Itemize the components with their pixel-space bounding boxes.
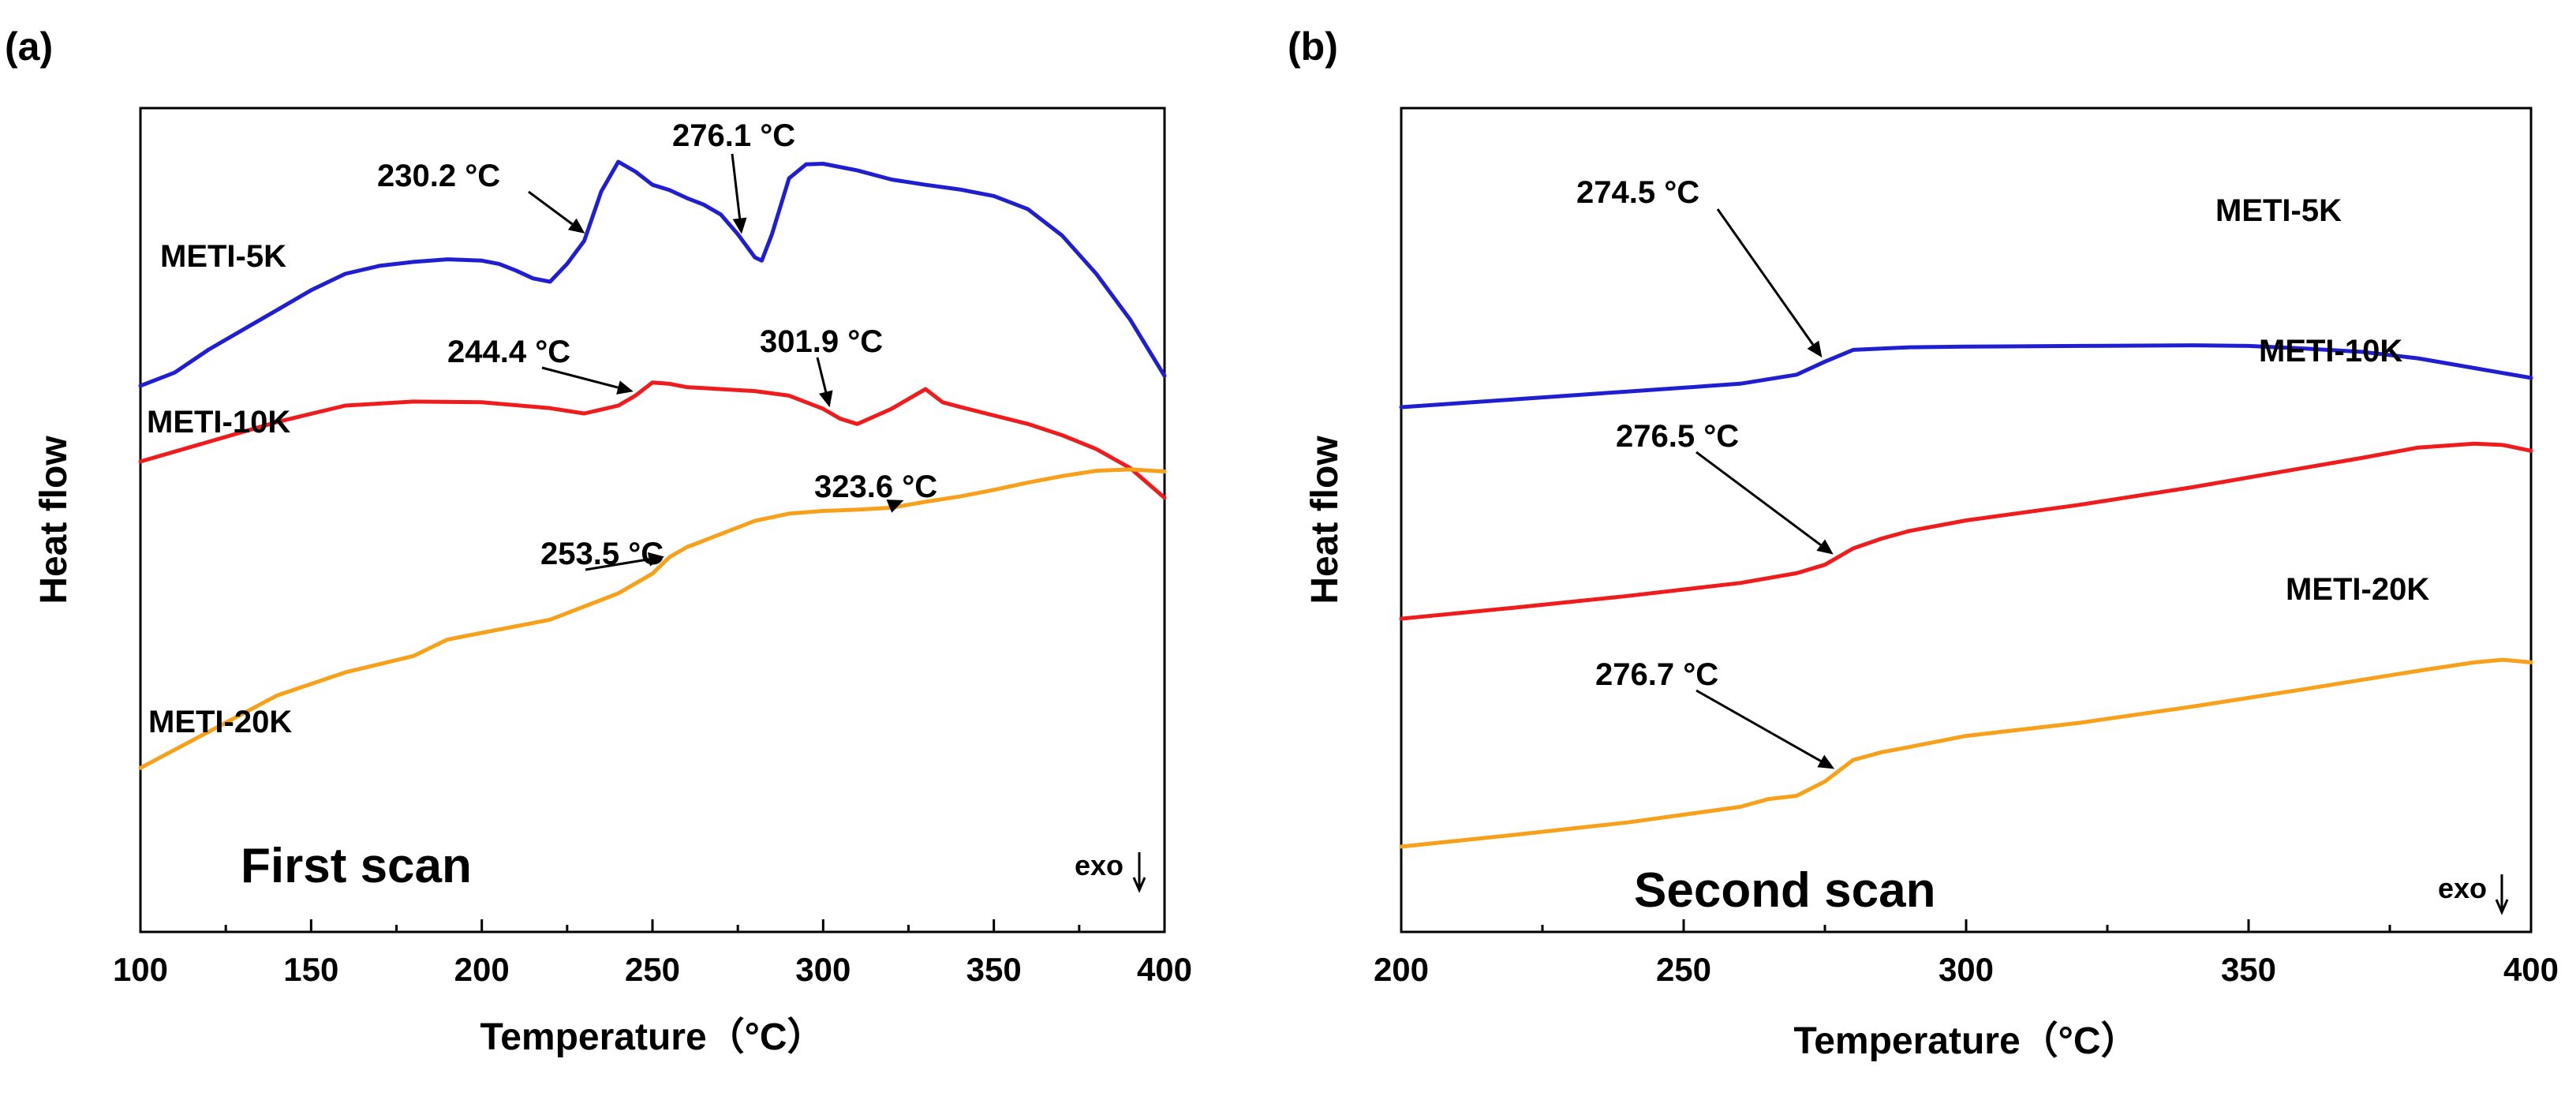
panel-a-exo-label: exo	[1075, 849, 1123, 881]
annotation-arrow	[886, 499, 904, 513]
series-line-meti-20k	[1399, 657, 2533, 849]
annotation-arrow	[528, 190, 585, 234]
panel-b-label: (b)	[1288, 24, 1338, 69]
panel-b-x-ticks: 200 250 300 350 400	[1374, 919, 2559, 988]
annotation-arrow	[541, 366, 634, 395]
panel-a-annotation-301-9: 301.9 °C	[760, 324, 883, 359]
series-line-meti-10k	[1399, 441, 2533, 621]
panel-a-series	[138, 159, 1167, 770]
panel-a: (a) 100 150 200 250 300 350 400 METI-5K METI-1…	[5, 24, 1192, 1058]
panel-b-annotation-arrows	[1696, 208, 1835, 769]
x-tick-label: 200	[1374, 951, 1429, 988]
annotation-arrow	[1696, 451, 1834, 555]
annotation-arrow	[585, 552, 665, 571]
series-line-meti-10k	[138, 380, 1167, 500]
annotation-arrow	[1696, 689, 1835, 769]
panel-a-x-ticks: 100 150 200 250 300 350 400	[113, 919, 1192, 988]
panel-b-exo-down-arrow-icon	[2495, 874, 2509, 915]
x-tick-label: 100	[113, 951, 168, 988]
x-tick-label: 250	[625, 951, 680, 988]
panel-b-label-meti-10k: METI-10K	[2259, 334, 2402, 369]
x-tick-label: 350	[2221, 951, 2276, 988]
panel-a-annotation-323-6: 323.6 °C	[814, 470, 937, 504]
series-line-meti-20k	[138, 467, 1167, 770]
panel-b: (b) 200 250 300 350 400 METI-5K METI-10K MET…	[1288, 24, 2559, 1062]
panel-a-label-meti-10k: METI-10K	[147, 405, 290, 440]
x-tick-label: 150	[283, 951, 338, 988]
x-tick-label: 350	[966, 951, 1022, 988]
panel-a-annotation-230-2: 230.2 °C	[377, 159, 500, 193]
panel-a-y-axis-title: Heat flow	[33, 436, 75, 604]
panel-a-label-meti-20k: METI-20K	[148, 705, 292, 739]
panel-b-label-meti-20k: METI-20K	[2286, 572, 2429, 607]
panel-a-exo-down-arrow-icon	[1132, 852, 1146, 893]
annotation-arrow	[816, 357, 833, 408]
x-tick-label: 400	[2503, 951, 2559, 988]
panel-b-label-meti-5k: METI-5K	[2215, 193, 2342, 228]
panel-a-annotation-276-1: 276.1 °C	[672, 118, 795, 153]
panel-b-annotation-274-5: 274.5 °C	[1576, 175, 1699, 210]
panel-b-series	[1399, 343, 2533, 849]
panel-a-x-axis-title: Temperature（°C）	[480, 1016, 824, 1058]
panel-b-y-axis-title: Heat flow	[1304, 436, 1346, 604]
panel-b-exo-label: exo	[2438, 872, 2487, 904]
x-tick-label: 300	[795, 951, 851, 988]
panel-b-annotation-276-7: 276.7 °C	[1595, 657, 1718, 692]
panel-a-annotation-244-4: 244.4 °C	[447, 335, 570, 369]
x-tick-label: 200	[454, 951, 510, 988]
panel-a-label: (a)	[5, 24, 53, 69]
panel-a-scan-label: First scan	[241, 839, 472, 893]
x-tick-label: 250	[1656, 951, 1711, 988]
panel-a-annotation-253-5: 253.5 °C	[540, 537, 664, 571]
series-line-meti-5k	[138, 159, 1167, 388]
panel-b-x-axis-title: Temperature（°C）	[1793, 1020, 2138, 1062]
annotation-arrow	[1716, 208, 1823, 358]
panel-b-scan-label: Second scan	[1634, 863, 1935, 918]
panel-a-plot-frame	[139, 107, 1166, 934]
panel-a-label-meti-5k: METI-5K	[160, 239, 286, 274]
panel-b-annotation-276-5: 276.5 °C	[1616, 419, 1739, 454]
panel-a-annotation-arrows	[528, 153, 904, 571]
x-tick-label: 300	[1939, 951, 1994, 988]
x-tick-label: 400	[1137, 951, 1192, 988]
annotation-arrow	[731, 153, 747, 234]
series-line-meti-5k	[1399, 343, 2533, 410]
